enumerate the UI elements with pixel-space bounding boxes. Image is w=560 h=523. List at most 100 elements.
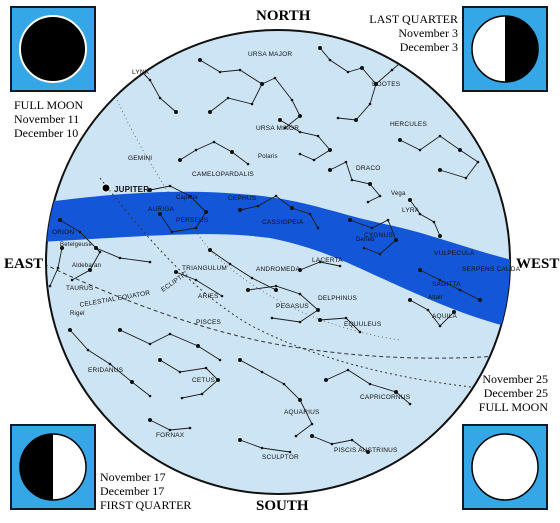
full-moon-caption: FULL MOON November 11 December 10	[14, 98, 84, 140]
star-dot	[196, 344, 200, 348]
star-dot	[394, 238, 398, 242]
constellation-label: AURIGA	[148, 206, 175, 213]
star-dot	[458, 148, 462, 152]
star-dot	[208, 248, 212, 252]
star-dot	[230, 150, 234, 154]
constellation-label: CAPRICORNUS	[360, 394, 411, 401]
constellation-label: BOOTES	[372, 81, 401, 88]
star-dot	[290, 98, 294, 102]
star-dot	[368, 102, 372, 106]
star-dot	[378, 194, 382, 198]
star-dot	[170, 230, 174, 234]
star-dot	[48, 284, 52, 288]
star-dot	[438, 234, 442, 238]
star-dot	[458, 288, 462, 292]
constellation-label: Polaris	[258, 154, 278, 160]
star-dot	[158, 212, 162, 216]
star-dot	[148, 260, 152, 264]
full-moon-right-caption: November 25 December 25 FULL MOON	[478, 372, 548, 414]
star-dot	[298, 398, 302, 402]
full-moon-box-right	[462, 424, 548, 510]
star-dot	[294, 434, 298, 438]
constellation-label: LACERTA	[312, 257, 343, 264]
star-dot	[452, 310, 456, 314]
full-moon-icon	[19, 15, 87, 83]
constellation-label: LYNX	[132, 69, 150, 76]
constellation-figure	[209, 249, 277, 291]
star-dot	[438, 278, 442, 282]
constellation-label: ORION	[52, 229, 74, 236]
star-dot	[194, 278, 198, 282]
star-dot	[316, 308, 320, 312]
last-quarter-caption: LAST QUARTER November 3 December 3	[369, 12, 458, 54]
star-dot	[310, 434, 314, 438]
star-dot	[260, 446, 264, 450]
star-dot	[218, 358, 222, 362]
star-dot	[408, 198, 412, 202]
constellation-figure	[409, 299, 455, 327]
star-dot	[168, 332, 172, 336]
star-dot	[328, 58, 332, 62]
star-dot	[362, 246, 366, 250]
star-dot	[174, 270, 178, 274]
constellation-label: DELPHINUS	[318, 295, 357, 302]
constellation-label: Capella	[176, 195, 198, 201]
star-dot	[350, 178, 354, 182]
star-dot	[108, 362, 112, 366]
star-dot	[168, 184, 172, 188]
star-dot	[368, 382, 372, 386]
constellation-label: URSA MINOR	[256, 125, 299, 132]
star-dot	[298, 320, 302, 324]
milky-way-band	[46, 191, 510, 330]
constellation-figure	[159, 359, 219, 399]
star-dot	[318, 46, 322, 50]
constellation-figure	[349, 219, 397, 255]
full-moon-box	[10, 6, 96, 92]
star-dot	[70, 278, 74, 282]
star-dot	[194, 148, 198, 152]
constellation-figure	[409, 199, 441, 237]
star-dot	[394, 390, 398, 394]
star-dot	[158, 358, 162, 362]
star-dot	[212, 140, 216, 144]
star-dot	[260, 370, 264, 374]
star-dot	[290, 206, 294, 210]
constellation-label: ERIDANUS	[88, 367, 124, 374]
star-dot	[283, 126, 287, 130]
constellation-label: TAURUS	[66, 285, 94, 292]
constellation-figure	[329, 161, 381, 203]
star-dot	[478, 298, 482, 302]
star-dot	[118, 328, 122, 332]
star-dot	[174, 110, 178, 114]
star-dot	[298, 114, 302, 118]
star-dot	[118, 256, 122, 260]
east-label: EAST	[4, 256, 44, 272]
constellation-figure	[209, 83, 263, 113]
star-dot	[438, 324, 442, 328]
star-dot	[404, 56, 408, 60]
star-dot	[58, 218, 62, 222]
star-dot	[338, 264, 342, 268]
constellation-figure	[311, 435, 369, 453]
star-dot	[346, 70, 350, 74]
star-dot	[204, 366, 208, 370]
star-dot	[238, 68, 242, 72]
star-dot	[366, 450, 370, 454]
star-labels: JUPITER ECLIPTIC CELESTIAL EQUATOR URSA …	[52, 51, 520, 461]
star-dot	[432, 220, 436, 224]
constellation-figure	[139, 69, 177, 113]
star-dot	[88, 268, 92, 272]
star-dot	[378, 252, 382, 256]
stars	[48, 46, 482, 454]
star-dot	[274, 288, 278, 292]
star-dot	[98, 250, 102, 254]
constellation-figure	[419, 269, 481, 301]
star-dot	[418, 212, 422, 216]
star-dot	[316, 226, 320, 230]
constellation-label: Rigel	[70, 311, 85, 317]
star-dot	[198, 58, 202, 62]
star-dot	[438, 134, 442, 138]
south-label: SOUTH	[256, 498, 309, 514]
star-dot	[344, 316, 348, 320]
